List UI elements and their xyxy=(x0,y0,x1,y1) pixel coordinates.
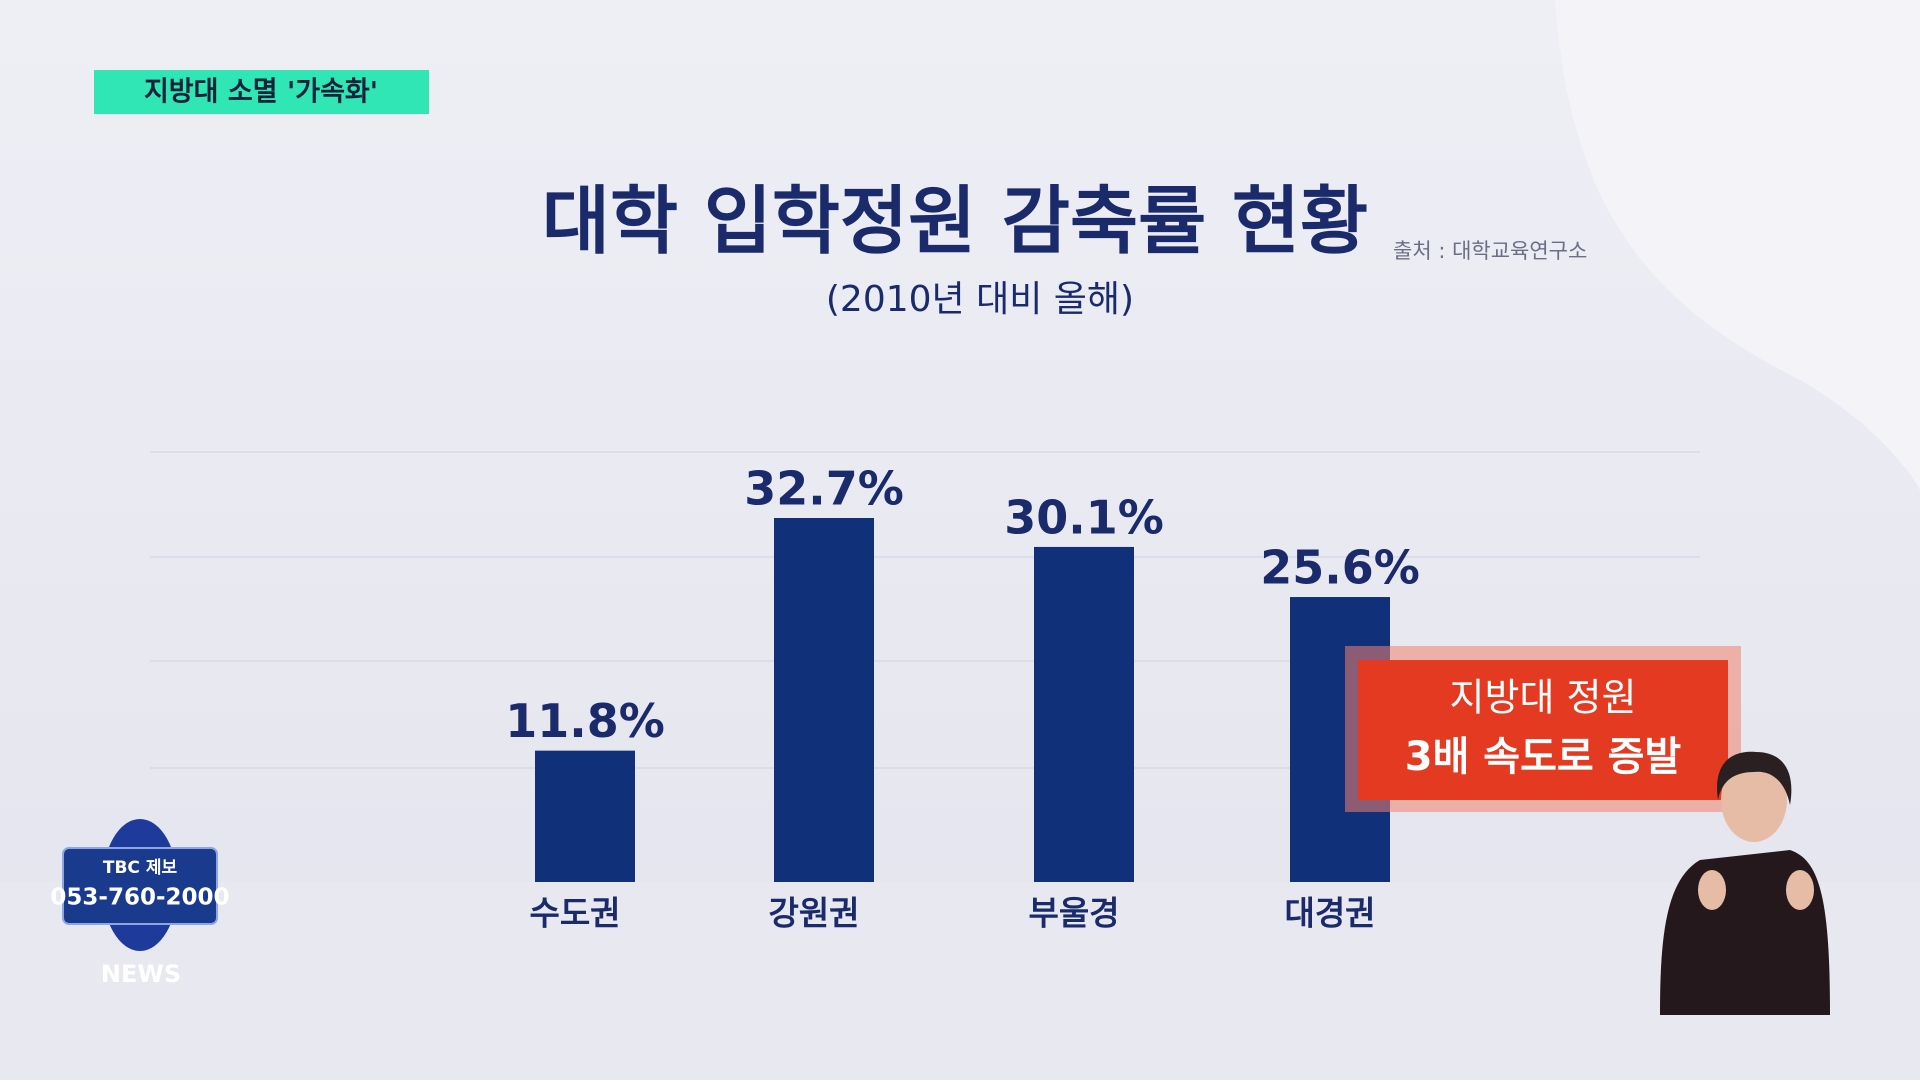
chart-source: 출처 : 대학교육연구소 xyxy=(1393,239,1587,263)
callout-line: 3배 속도로 증발 xyxy=(1405,734,1682,780)
interpreter-hand xyxy=(1698,870,1726,910)
callout: 지방대 정원 3배 속도로 증발 xyxy=(1345,646,1741,812)
chart-title: 대학 입학정원 감축률 현황 xyxy=(542,179,1368,265)
logo-box xyxy=(62,847,218,925)
interpreter-head xyxy=(1721,758,1787,842)
plot: 수도권 11.8% 강원권 32.7% 부울경 30.1% 대경권 25.6% xyxy=(505,462,1420,933)
x-tick-label: 강원권 xyxy=(768,894,859,933)
background-curve xyxy=(1555,0,1920,490)
value-label: 32.7% xyxy=(744,462,904,516)
callout-line: 지방대 정원 xyxy=(1450,676,1637,720)
bar xyxy=(1034,546,1134,882)
value-label: 25.6% xyxy=(1260,541,1420,595)
x-tick-label: 대경권 xyxy=(1284,894,1375,933)
interpreter xyxy=(1660,751,1830,1015)
value-label: 11.8% xyxy=(505,694,665,748)
value-label: 30.1% xyxy=(1004,490,1164,544)
tip-line-logo: TBC 제보 053-760-2000 NEWS xyxy=(50,819,230,988)
bar xyxy=(535,750,635,882)
bar xyxy=(774,518,874,882)
x-tick-label: 부울경 xyxy=(1028,894,1119,933)
headline-box xyxy=(94,70,429,114)
interpreter-hair xyxy=(1717,751,1792,805)
callout-box xyxy=(1358,660,1728,800)
tip-phone: 053-760-2000 xyxy=(50,885,229,911)
tip-label: TBC 제보 xyxy=(103,858,178,878)
interpreter-hand xyxy=(1786,870,1814,910)
decor-lines xyxy=(150,451,1700,769)
chart-subtitle: (2010년 대비 올해) xyxy=(826,279,1134,320)
headline: 지방대 소멸 '가속화' xyxy=(144,77,378,108)
x-tick-label: 수도권 xyxy=(529,894,620,933)
brand: NEWS xyxy=(101,960,181,988)
floor xyxy=(0,882,1920,1080)
